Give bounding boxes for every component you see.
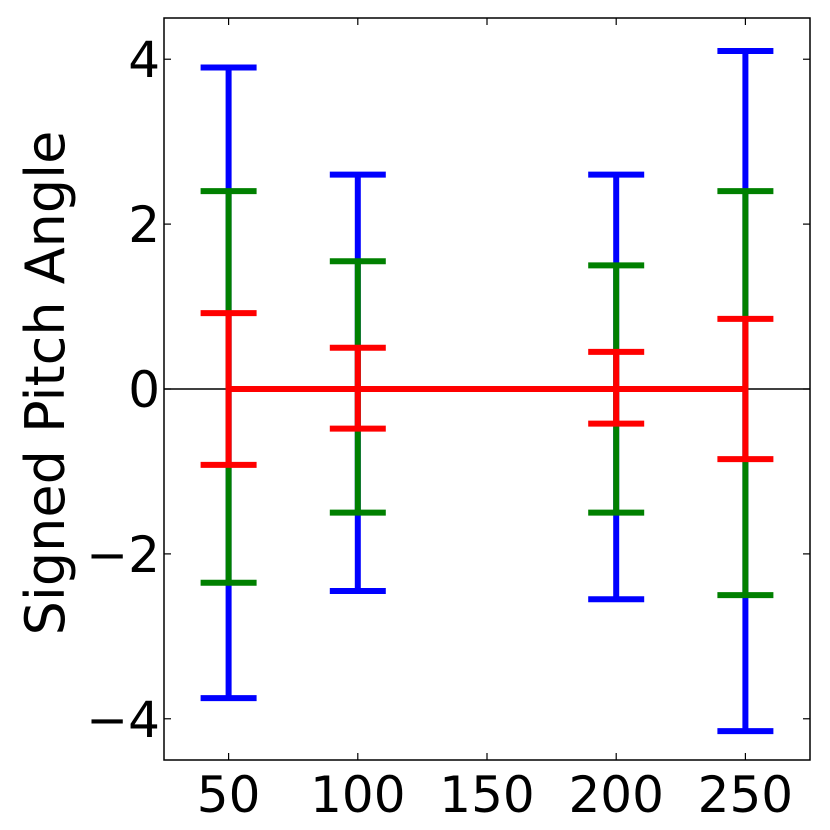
error-bars xyxy=(200,47,774,735)
x-tick-label-1: 100 xyxy=(310,766,405,824)
y-tick-label-4: 4 xyxy=(128,31,160,89)
x-tick-label-3: 200 xyxy=(568,766,663,824)
x-tick-label-0: 50 xyxy=(197,766,261,824)
ticks: 50 100 150 200 250 −4 −2 0 2 4 xyxy=(86,18,810,824)
y-tick-label-2: 0 xyxy=(128,361,160,419)
x-tick-label-4: 250 xyxy=(698,766,793,824)
y-tick-label-0: −4 xyxy=(86,691,160,749)
y-tick-label-3: 2 xyxy=(128,196,160,254)
y-tick-label-1: −2 xyxy=(86,526,160,584)
y-axis-title: Signed Pitch Angle xyxy=(14,131,77,636)
x-tick-label-2: 150 xyxy=(439,766,534,824)
